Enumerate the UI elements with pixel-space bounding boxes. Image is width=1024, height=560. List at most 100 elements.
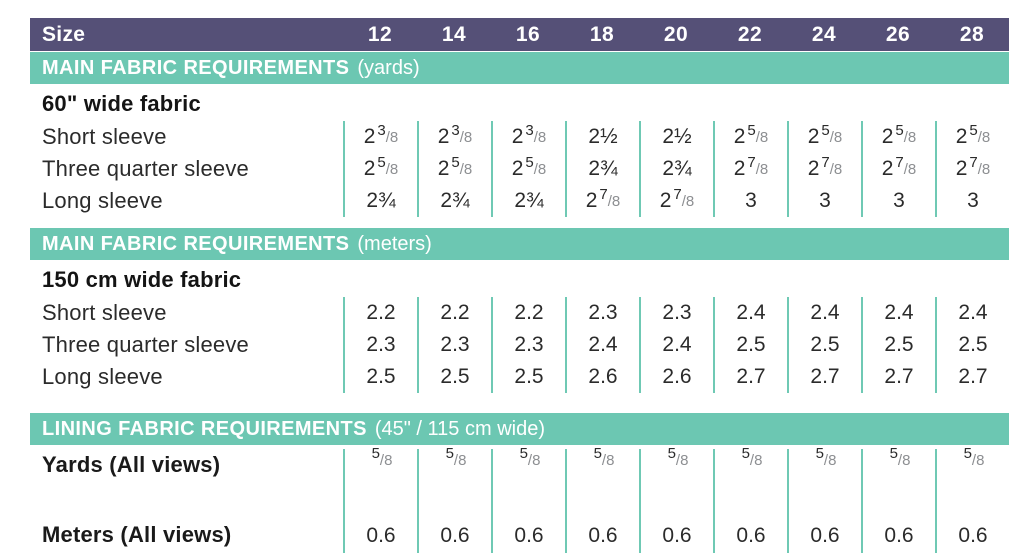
section-rows: Short sleeve 2.2 2.2 2.2 2.3 2.3 2.4 2.4 2.4 2.4 T… — [30, 297, 1009, 393]
value-cell: 2.4 — [935, 297, 1009, 329]
value-cell: 2¾ — [417, 185, 491, 217]
fraction-denominator: /8 — [903, 128, 917, 146]
value-cell: 2 3/8 — [491, 121, 565, 153]
fabric-section: MAIN FABRIC REQUIREMENTS (yards) 60" wide … — [30, 52, 1009, 217]
fraction-denominator: /8 — [675, 452, 689, 469]
value-cell: 3 — [787, 185, 861, 217]
size-header-bar: Size 12 14 16 18 20 22 24 26 28 — [30, 18, 1009, 51]
value-cell: 2¾ — [565, 153, 639, 185]
value-cell: 0.6 — [343, 503, 417, 553]
section-title-note: (meters) — [357, 232, 432, 255]
fraction-denominator: /8 — [681, 192, 695, 210]
fraction-denominator: /8 — [977, 128, 991, 146]
fraction-numerator: 5 — [815, 445, 824, 462]
value-cell: 0.6 — [787, 503, 861, 553]
value-cell: 2.3 — [639, 297, 713, 329]
value-cell: 2 7/8 — [713, 153, 787, 185]
fraction-denominator: /8 — [385, 128, 399, 146]
value-cell: 2 7/8 — [639, 185, 713, 217]
row-label: Meters (All views) — [42, 522, 232, 547]
fabric-requirements-table: Size 12 14 16 18 20 22 24 26 28 MAIN FABRIC REQU… — [30, 18, 1009, 553]
fraction-numerator: 5 — [445, 445, 454, 462]
fraction-denominator: /8 — [903, 160, 917, 178]
row-label: Short sleeve — [42, 124, 167, 149]
row-label: Three quarter sleeve — [42, 332, 249, 357]
value-cell: 2.5 — [343, 361, 417, 393]
value-cell: 5/8 — [491, 445, 565, 503]
value-cell: 5/8 — [565, 445, 639, 503]
value-cell: 2 7/8 — [787, 153, 861, 185]
value-cell: 0.6 — [713, 503, 787, 553]
table-row: Three quarter sleeve 2 5/8 2 5/8 2 5/8 2¾ 2¾ 2 7/8… — [30, 153, 1009, 185]
fraction-numerator: 5 — [741, 445, 750, 462]
fraction-numerator: 5 — [895, 121, 904, 139]
fraction-numerator: 5 — [889, 445, 898, 462]
table-row: Three quarter sleeve 2.3 2.3 2.3 2.4 2.4 2.5 2.… — [30, 329, 1009, 361]
size-column-header: 16 — [515, 22, 541, 46]
row-label: Yards (All views) — [42, 452, 221, 477]
fabric-section: MAIN FABRIC REQUIREMENTS (meters) 150 cm w… — [30, 228, 1009, 393]
value-cell: 2.2 — [417, 297, 491, 329]
value-cell: 2.5 — [713, 329, 787, 361]
value-cell: 2 7/8 — [565, 185, 639, 217]
value-cell: 5/8 — [713, 445, 787, 503]
size-header-label: Size — [42, 22, 86, 46]
value-cell: 2.5 — [787, 329, 861, 361]
value-cell: 2.2 — [343, 297, 417, 329]
fraction-numerator: 5 — [519, 445, 528, 462]
fraction-numerator: 5 — [593, 445, 602, 462]
value-cell: 5/8 — [639, 445, 713, 503]
value-cell: 2 7/8 — [935, 153, 1009, 185]
fraction-numerator: 7 — [599, 185, 608, 203]
table-row: Short sleeve 2 3/8 2 3/8 2 3/8 2½ 2½ 2 5/8 2 5/8 2 5/8… — [30, 121, 1009, 153]
value-cell: 5/8 — [417, 445, 491, 503]
value-cell: 2 5/8 — [935, 121, 1009, 153]
section-title: MAIN FABRIC REQUIREMENTS — [42, 56, 350, 79]
size-column-header: 14 — [441, 22, 467, 46]
fraction-denominator: /8 — [749, 452, 763, 469]
value-cell: 2 5/8 — [787, 121, 861, 153]
value-cell: 2¾ — [343, 185, 417, 217]
value-cell: 2.7 — [861, 361, 935, 393]
value-cell: 0.6 — [491, 503, 565, 553]
value-cell: 2.5 — [417, 361, 491, 393]
fraction-denominator: /8 — [385, 160, 399, 178]
value-cell: 2 5/8 — [713, 121, 787, 153]
value-cell: 2 3/8 — [417, 121, 491, 153]
value-cell: 2.6 — [639, 361, 713, 393]
section-header-band: MAIN FABRIC REQUIREMENTS (meters) — [30, 228, 1009, 260]
value-cell: 0.6 — [935, 503, 1009, 553]
fraction-numerator: 5 — [667, 445, 676, 462]
fraction-denominator: /8 — [971, 452, 985, 469]
value-cell: 2.3 — [343, 329, 417, 361]
value-cell: 2.2 — [491, 297, 565, 329]
value-cell: 2.4 — [787, 297, 861, 329]
section-title-note: (45" / 115 cm wide) — [374, 417, 545, 440]
table-row: Long sleeve 2.5 2.5 2.5 2.6 2.6 2.7 2.7 2.7 2.7 — [30, 361, 1009, 393]
value-cell: 3 — [861, 185, 935, 217]
fraction-denominator: /8 — [533, 128, 547, 146]
value-cell: 2.4 — [861, 297, 935, 329]
row-label: Three quarter sleeve — [42, 156, 249, 181]
value-cell: 0.6 — [639, 503, 713, 553]
value-cell: 2.3 — [565, 297, 639, 329]
section-header-band: MAIN FABRIC REQUIREMENTS (yards) — [30, 52, 1009, 84]
row-label: Short sleeve — [42, 300, 167, 325]
fraction-denominator: /8 — [379, 452, 393, 469]
table-row: Meters (All views) 0.6 0.6 0.6 0.6 0.6 0.6 0.6 0… — [30, 503, 1009, 553]
size-column-header: 12 — [367, 22, 393, 46]
section-rows: Yards (All views) 5/8 5/8 5/8 5/8 5/8 5/8 5/8 5/… — [30, 445, 1009, 553]
value-cell: 2.3 — [417, 329, 491, 361]
value-cell: 5/8 — [343, 445, 417, 503]
value-cell: 5/8 — [787, 445, 861, 503]
fabric-width-subheading: 150 cm wide fabric — [42, 267, 242, 292]
fraction-denominator: /8 — [829, 160, 843, 178]
section-header-band: LINING FABRIC REQUIREMENTS (45" / 115 cm … — [30, 413, 1009, 445]
fraction-numerator: 7 — [673, 185, 682, 203]
value-cell: 2.5 — [861, 329, 935, 361]
fraction-denominator: /8 — [459, 128, 473, 146]
fraction-denominator: /8 — [527, 452, 541, 469]
section-rows: Short sleeve 2 3/8 2 3/8 2 3/8 2½ 2½ 2 5/8 2 5/8 2 5/8… — [30, 121, 1009, 217]
value-cell: 0.6 — [417, 503, 491, 553]
fraction-denominator: /8 — [897, 452, 911, 469]
